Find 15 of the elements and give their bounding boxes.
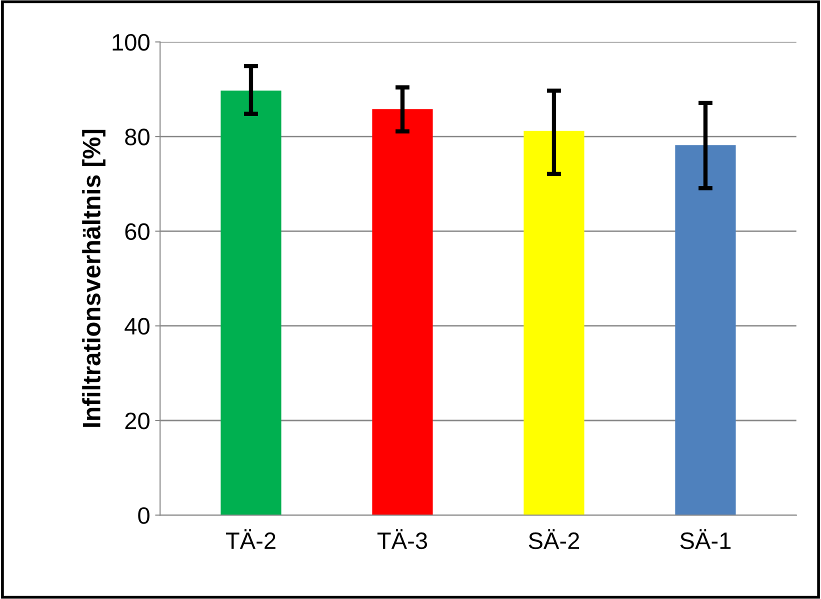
x-tick-label: SÄ-1 (680, 529, 731, 550)
y-tick-label: 60 (125, 223, 150, 240)
y-axis-title: Infiltrationsverhältnis [%] (82, 130, 106, 427)
bar (220, 90, 282, 516)
x-tick-label: SÄ-2 (528, 529, 580, 550)
y-tick-label: 80 (125, 128, 150, 146)
y-tick-label: 0 (138, 507, 150, 524)
x-tick-label: TÄ-3 (377, 529, 428, 550)
y-tick-label: 100 (112, 34, 150, 51)
bar (524, 130, 584, 516)
y-tick-label: 40 (124, 318, 150, 335)
bar (372, 109, 433, 516)
y-tick-label: 20 (125, 412, 150, 430)
bar (675, 145, 736, 516)
x-tick-label: TÄ-2 (226, 529, 276, 549)
